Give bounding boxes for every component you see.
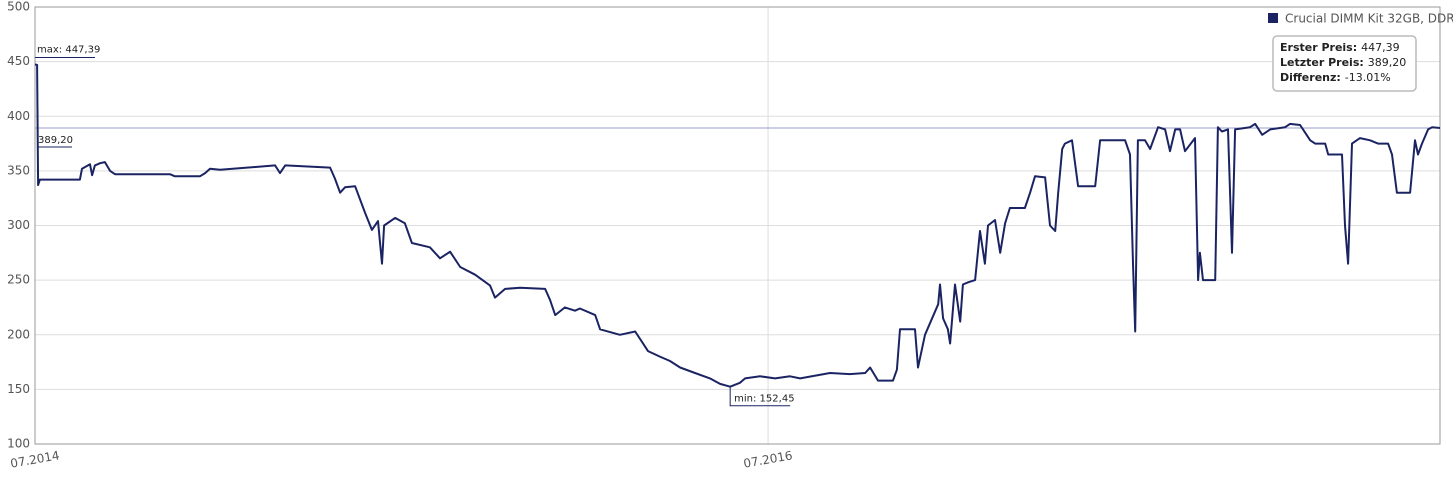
tooltip-key: Differenz: bbox=[1280, 71, 1341, 84]
tooltip-box bbox=[1272, 35, 1417, 92]
x-tick-label: 07.2016 bbox=[742, 448, 793, 470]
plot-border bbox=[34, 6, 1441, 445]
y-tick-label: 400 bbox=[7, 109, 30, 123]
y-tick-label: 450 bbox=[7, 54, 30, 68]
y-tick-label: 150 bbox=[7, 382, 30, 396]
tooltip-key: Letzter Preis: bbox=[1280, 56, 1364, 69]
y-tick-label: 500 bbox=[7, 0, 30, 14]
legend-label: Crucial DIMM Kit 32GB, DDR4-2133, CL15, … bbox=[1285, 12, 1453, 26]
tooltip-value: 389,20 bbox=[1368, 56, 1407, 69]
min-marker bbox=[729, 386, 791, 407]
y-tick-label: 100 bbox=[7, 437, 30, 451]
y-tick-label: 300 bbox=[7, 218, 30, 232]
x-tick-label: 07.2014 bbox=[9, 448, 60, 470]
tooltip-key: Erster Preis: bbox=[1280, 41, 1357, 54]
tooltip-line: Letzter Preis: 389,20 bbox=[1280, 56, 1406, 69]
y-tick-label: 200 bbox=[7, 327, 30, 341]
last-label: 389,20 bbox=[38, 135, 73, 146]
min-label: min: 152,45 bbox=[734, 394, 794, 405]
y-tick-label: 250 bbox=[7, 273, 30, 287]
price-line bbox=[34, 63, 1441, 388]
tooltip-value: -13.01% bbox=[1345, 71, 1391, 84]
tooltip-line: Erster Preis: 447,39 bbox=[1280, 41, 1400, 54]
max-label: max: 447,39 bbox=[37, 44, 100, 55]
y-tick-label: 350 bbox=[7, 163, 30, 177]
legend-swatch bbox=[1268, 13, 1278, 23]
tooltip-value: 447,39 bbox=[1361, 41, 1400, 54]
tooltip-line: Differenz: -13.01% bbox=[1280, 71, 1391, 84]
